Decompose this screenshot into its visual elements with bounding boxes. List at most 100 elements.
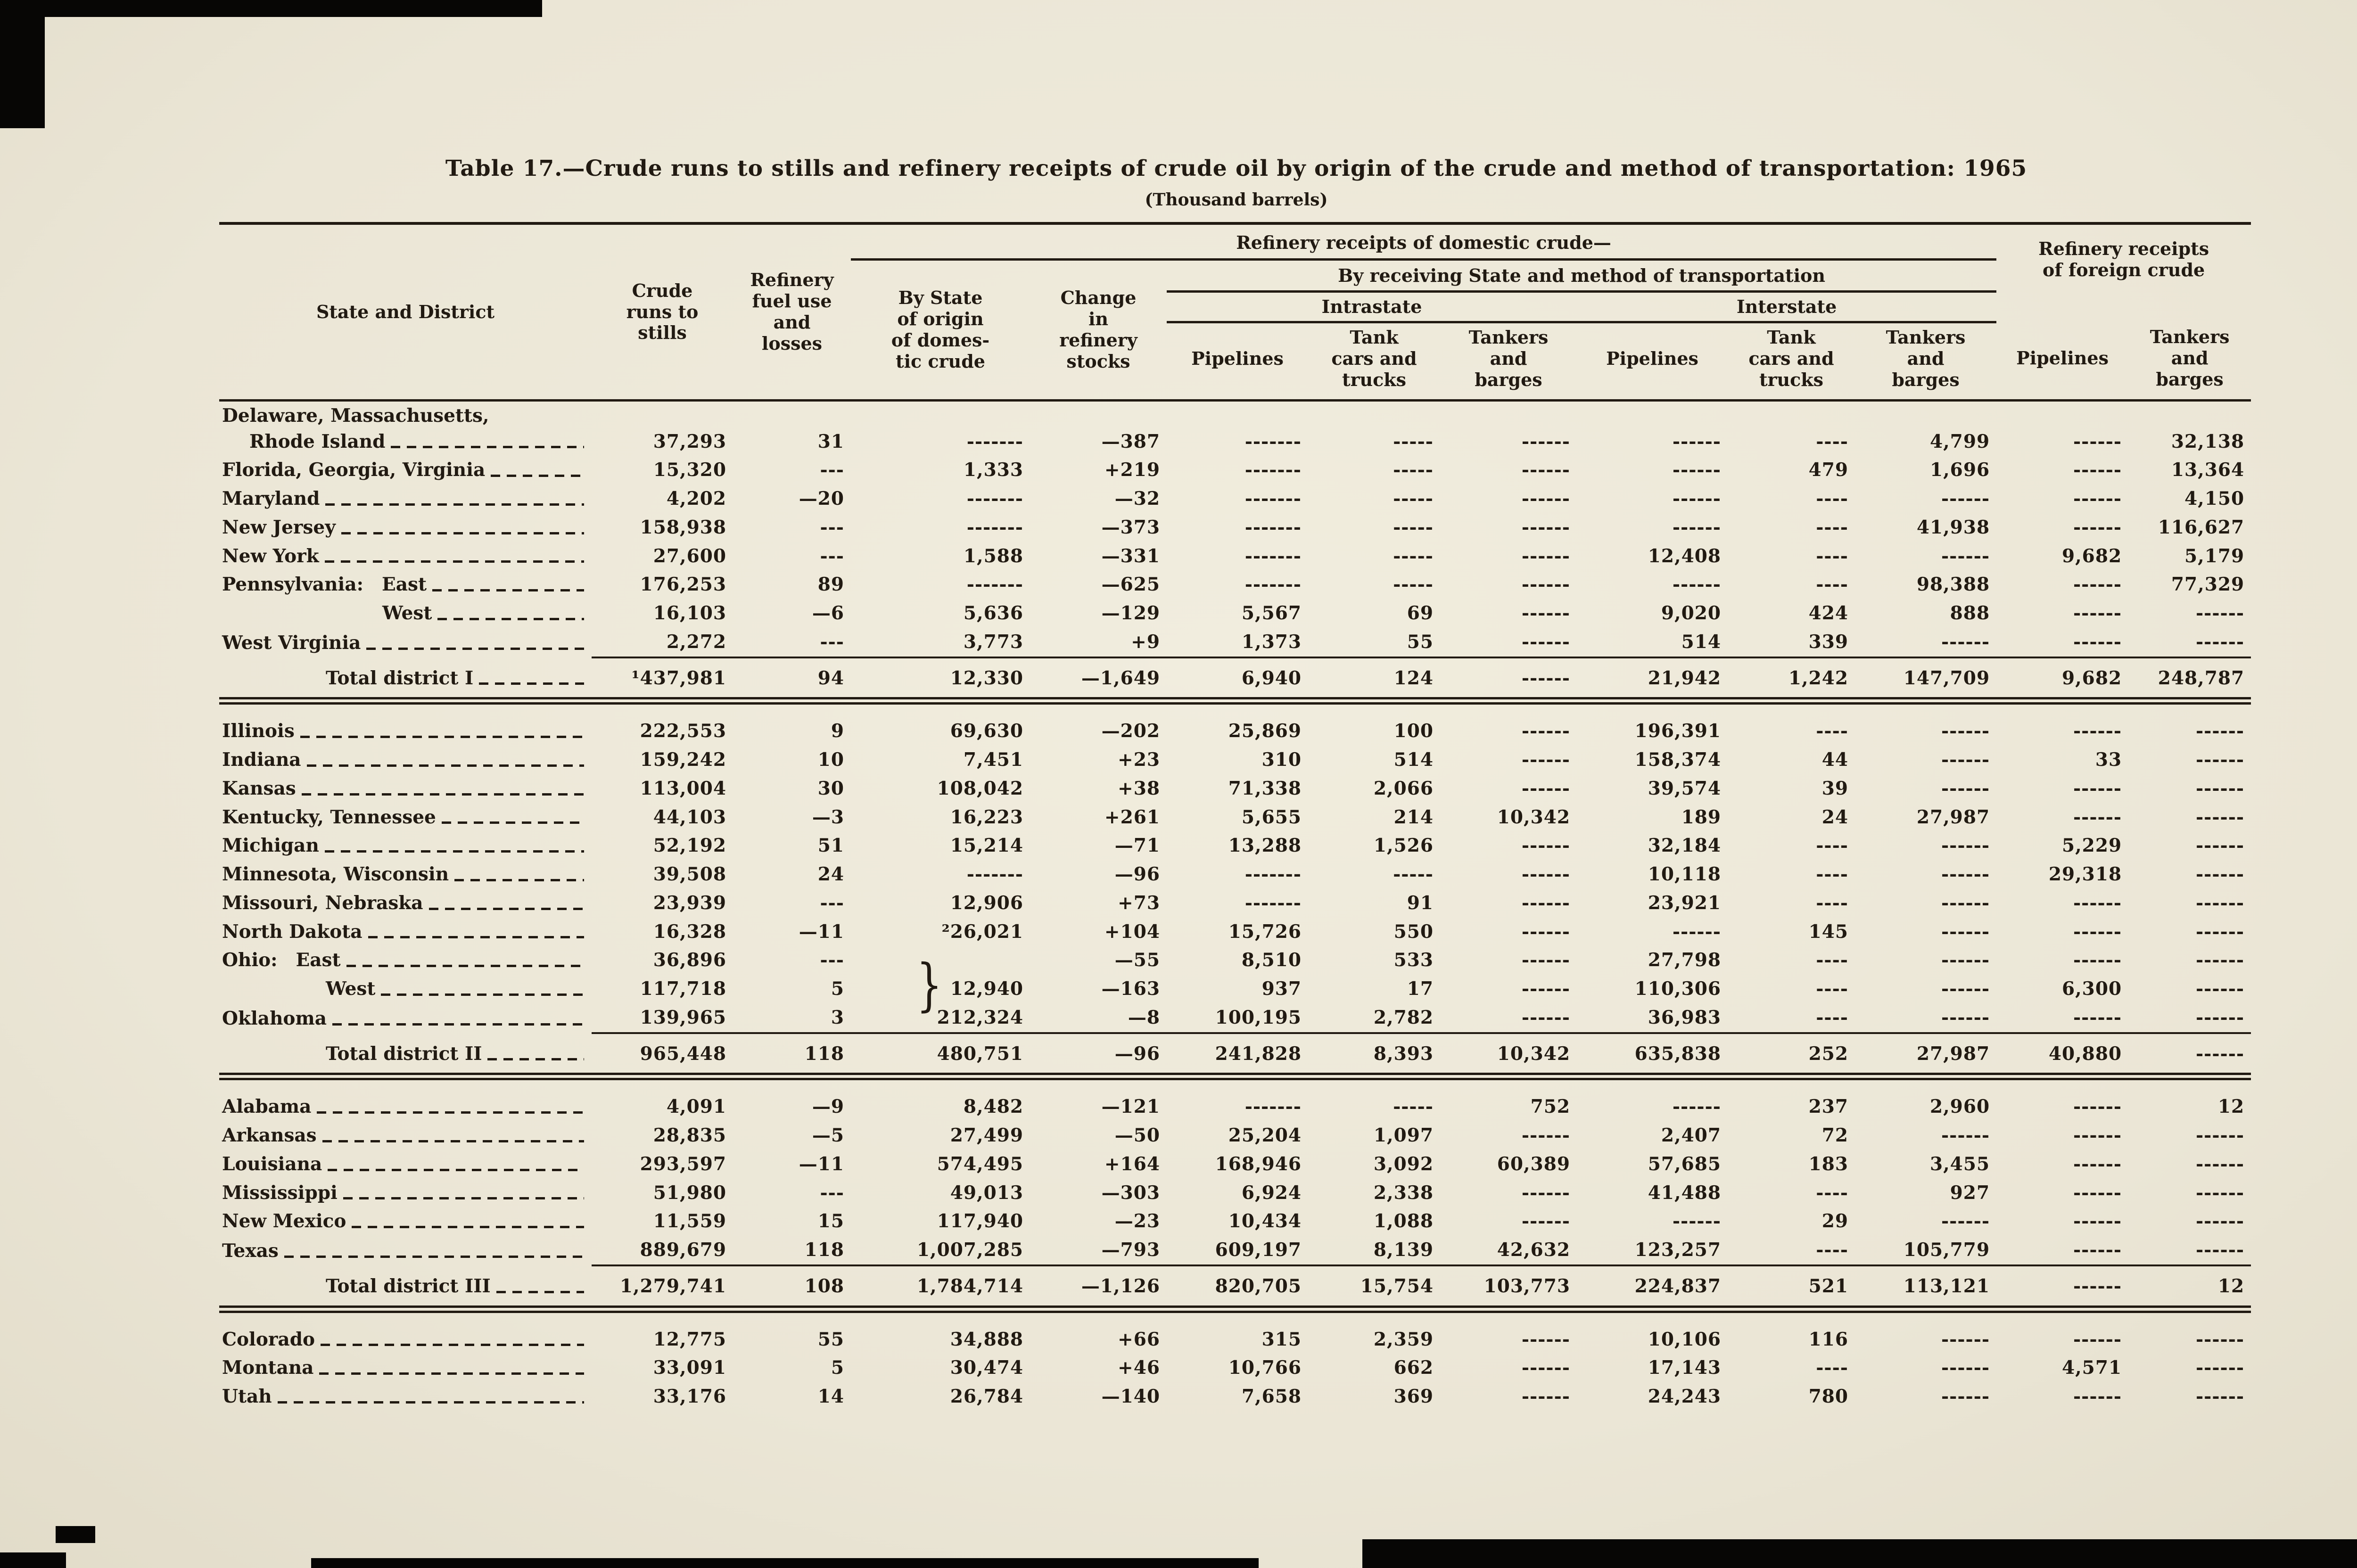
value-cell: 29 [1821,1210,1848,1232]
value-cell: 550 [1393,920,1434,943]
value-cell: ------ [1521,720,1570,742]
value-cell: 55 [817,1328,844,1350]
table-title: Table 17.—Crude runs to stills and refin… [445,156,2027,181]
value-cell: 27,987 [1916,806,1990,828]
table-subtitle: (Thousand barrels) [1145,190,1328,210]
value-cell: ----- [1393,430,1434,452]
value-cell: 7,658 [1241,1386,1302,1408]
value-cell: ------ [2195,920,2245,943]
value-cell: ¹437,981 [592,656,733,705]
row-label: West Virginia [219,628,592,657]
value-cell: —387 [1101,430,1160,452]
value-cell: —1,649 [1030,656,1167,705]
value-cell: ------ [2195,720,2245,742]
row-label: Indiana [219,746,592,774]
value-cell: 196,391 [1634,720,1721,742]
value-cell: ------ [2073,1386,2122,1408]
value-cell: 5,179 [2184,545,2245,567]
value-cell: 8,510 [1241,949,1302,971]
scan-artifact [1362,1539,2357,1568]
table-row: Minnesota, Wisconsin 39,508 24 ------- —96 --… [219,860,2251,889]
value-cell: 26,784 [950,1386,1023,1408]
value-cell: 31 [817,430,844,452]
value-cell: ------ [1521,574,1570,596]
value-cell: 820,705 [1167,1264,1308,1313]
value-cell: 5,567 [1241,602,1302,624]
total-row: Total district I ¹437,981 94 12,330 —1,649 6,… [219,656,2251,705]
value-cell: 12,775 [653,1328,726,1350]
table-row: New Mexico 11,559 15 117,940 —23 10,434 1,088 -… [219,1207,2251,1236]
value-cell: —9 [812,1096,844,1118]
row-label: North Dakota [219,918,592,946]
value-cell: 574,495 [937,1153,1023,1175]
value-cell: ------- [1244,459,1302,481]
table-row: West 16,103 —6 5,636 —129 5,567 69 ------ 9,020 4… [219,599,2251,628]
table-row: Missouri, Nebraska 23,939 --- 12,906 +73 ----… [219,889,2251,918]
value-cell: 12,330 [851,656,1030,705]
row-label: Louisiana [219,1150,592,1179]
value-cell: 17 [1407,978,1434,1000]
value-cell: 117,718 [640,978,726,1000]
value-cell: 28,835 [653,1125,726,1147]
value-cell: 5 [831,1357,844,1379]
table-row: Kentucky, Tennessee 44,103 —3 16,223 +261 5,6… [219,803,2251,832]
value-cell: ----- [1393,459,1434,481]
value-cell: 937 [1261,978,1302,1000]
value-cell: ------ [1941,920,1990,943]
value-cell: 103,773 [1440,1264,1577,1313]
value-cell: 2,407 [1661,1125,1721,1147]
value-cell: ------ [2073,806,2122,828]
value-cell: +164 [1104,1153,1160,1175]
value-cell: ------ [1672,574,1721,596]
value-cell: —3 [812,806,844,828]
value-cell: 183 [1808,1153,1848,1175]
value-cell: --- [820,1182,844,1204]
value-cell: 8,482 [963,1096,1023,1118]
row-label: Maryland [219,484,592,513]
value-cell: ------ [2195,1210,2245,1232]
value-cell: 248,787 [2128,656,2251,705]
value-cell: —8 [1128,1006,1160,1028]
value-cell: 662 [1393,1357,1434,1379]
value-cell: 5,229 [2061,835,2122,857]
value-cell: ------ [2195,1239,2245,1261]
value-cell: 12 [2217,1096,2245,1118]
header-inter-tankers: Tankers and barges [1886,327,1966,391]
value-cell: ------ [2195,1386,2245,1408]
value-cell: ---- [1816,863,1848,886]
value-cell: +9 [1131,631,1160,653]
value-cell: —373 [1101,516,1160,538]
table-row: New Jersey 158,938 --- ------- —373 ------- --… [219,513,2251,542]
value-cell: ------- [1244,574,1302,596]
value-cell: ------ [1941,631,1990,653]
value-cell: 10,342 [1497,806,1570,828]
value-cell: 4,150 [2184,488,2245,510]
value-cell: ------- [966,574,1023,596]
value-cell: 1,373 [1241,631,1302,653]
table-row: Ohio: East 36,896 --- —55 8,510 533 ------ 27,7… [219,946,2251,975]
value-cell: 888 [1950,602,1990,624]
value-cell: 25,204 [1228,1125,1302,1147]
value-cell: ------ [1941,749,1990,771]
value-cell: 339 [1808,631,1848,653]
value-cell: 480,751 [851,1032,1030,1081]
value-cell: +23 [1118,749,1160,771]
value-cell: ------ [2195,978,2245,1000]
value-cell: 94 [733,656,851,705]
value-cell: ------ [1521,892,1570,914]
value-cell: ------- [1244,430,1302,452]
scan-artifact [0,0,542,17]
value-cell: 118 [733,1032,851,1081]
value-cell: —32 [1114,488,1160,510]
row-label: Utah [219,1382,592,1411]
value-cell: ------ [1941,1125,1990,1147]
value-cell: —20 [799,488,844,510]
value-cell: 100,195 [1215,1006,1302,1028]
value-cell: 8,139 [1373,1239,1434,1261]
value-cell: 36,983 [1648,1006,1721,1028]
value-cell: 252 [1728,1032,1855,1081]
value-cell: ------ [2195,777,2245,799]
value-cell: 2,272 [666,631,726,653]
value-cell: 241,828 [1167,1032,1308,1081]
value-cell: ------ [2073,892,2122,914]
